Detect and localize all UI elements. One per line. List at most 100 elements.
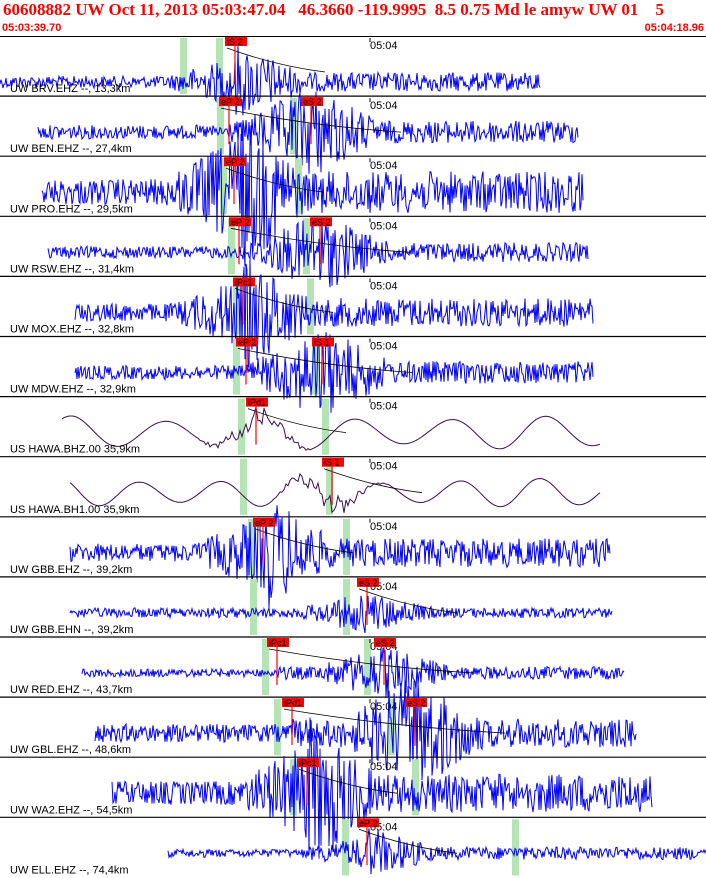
p-arrival-band: [228, 218, 235, 275]
trace-row[interactable]: 05:04 iPd1 eS 2 UW GBL.EHZ --, 48,6km: [0, 679, 706, 781]
trace-row[interactable]: 05:04 iPd1 US HAWA.BHZ.00 35,9km: [0, 397, 706, 458]
travel-time-curve: [237, 348, 413, 373]
pick-label[interactable]: eP 2: [359, 818, 377, 828]
pick-box[interactable]: [229, 217, 251, 227]
time-marker-label: 05:04: [370, 401, 398, 413]
station-label: UW GBL.EHZ --, 48,6km: [10, 744, 131, 756]
pick-label[interactable]: iPd1: [248, 398, 266, 408]
trace-row[interactable]: 05:04iPc1eS 2UW RED.EHZ --, 43,7km: [0, 638, 706, 698]
pick-label[interactable]: eP 2: [255, 518, 273, 528]
pick-box[interactable]: [246, 397, 268, 407]
time-marker-label: 05:04: [370, 220, 398, 232]
pick-label[interactable]: eS 2: [407, 698, 426, 708]
pick-box[interactable]: [236, 337, 258, 347]
pick-label[interactable]: iS 1: [314, 338, 330, 348]
trace-row[interactable]: 05:04 eP 2 eS 2 UW BEN.EHZ --, 27,4km: [0, 91, 706, 174]
p-arrival-band: [262, 639, 269, 696]
travel-time-curve: [283, 708, 506, 734]
pick-box[interactable]: [225, 37, 247, 46]
title-bar: 60608882 UW Oct 11, 2013 05:03:47.04 46.…: [0, 0, 706, 37]
pick-box[interactable]: [374, 638, 396, 647]
pick-label[interactable]: eP 2: [221, 97, 239, 107]
pick-label[interactable]: iS 2: [227, 37, 243, 47]
travel-time-curve: [254, 528, 354, 554]
pick-label[interactable]: eP 2: [231, 217, 249, 227]
end-time: 05:04:18.96: [644, 22, 704, 34]
travel-time-curve: [358, 588, 458, 614]
s-arrival-band: [412, 759, 419, 816]
pick-label[interactable]: eS 2: [376, 638, 395, 648]
trace-row[interactable]: 05:04 iS 2 UW BRV.EHZ --, 13,3km: [0, 37, 706, 116]
travel-time-curve: [225, 167, 325, 193]
s-arrival-band: [512, 819, 519, 876]
pick-box[interactable]: [357, 818, 379, 828]
station-label: US HAWA.BH1.00 35,9km: [10, 504, 139, 516]
pick-box[interactable]: [224, 157, 246, 167]
station-label: UW RED.EHZ --, 43,7km: [10, 684, 132, 696]
travel-time-curve: [358, 828, 458, 854]
p-arrival-band: [180, 38, 187, 95]
pick-label[interactable]: iPc1: [299, 758, 317, 768]
pick-box[interactable]: [267, 638, 289, 647]
station-label: UW RSW.EHZ --, 31,4km: [10, 263, 134, 275]
s-arrival-band: [322, 398, 329, 455]
waveform: [69, 472, 601, 514]
s-arrival-band: [290, 98, 297, 155]
s-arrival-band: [326, 458, 333, 515]
waveform: [74, 332, 594, 413]
station-label: UW WA2.EHZ --, 54,5km: [10, 804, 132, 816]
s-arrival-band: [216, 38, 223, 95]
pick-label[interactable]: eP 2: [226, 157, 244, 167]
station-label: UW GBB.EHN --, 39,2km: [10, 624, 133, 636]
travel-time-curve: [226, 47, 326, 73]
pick-box[interactable]: [282, 698, 304, 708]
pick-label[interactable]: iS 1: [324, 458, 340, 468]
pick-label[interactable]: eS 2: [312, 217, 331, 227]
time-marker-label: 05:04: [370, 521, 398, 533]
event-title: 60608882 UW Oct 11, 2013 05:03:47.04 46.…: [3, 0, 664, 19]
pick-box[interactable]: [233, 277, 255, 287]
waveform: [37, 91, 579, 174]
pick-label[interactable]: iPd1: [284, 698, 302, 708]
travel-time-curve: [323, 468, 423, 494]
s-arrival-band: [307, 278, 314, 335]
pick-box[interactable]: [357, 577, 379, 587]
waveform: [61, 406, 601, 451]
trace-row[interactable]: 05:04 eP 2 iS 1 UW MDW.EHZ --, 32,9km: [0, 332, 706, 413]
trace-row[interactable]: 05:04 iPc1 UW WA2.EHZ --, 54,5km: [0, 717, 706, 859]
pick-box[interactable]: [253, 517, 275, 527]
p-arrival-band: [240, 458, 247, 515]
pick-box[interactable]: [297, 758, 319, 768]
waveform: [111, 717, 653, 859]
pick-box[interactable]: [301, 97, 323, 107]
trace-row[interactable]: 05:04 iPc1 UW MOX.EHZ --, 32,8km: [0, 257, 706, 368]
trace-row[interactable]: 05:04 eP 2 UW GBB.EHZ --, 39,2km: [0, 505, 706, 609]
pick-label[interactable]: eP 2: [238, 338, 256, 348]
seismogram-panel[interactable]: 05:04 iS 2 UW BRV.EHZ --, 13,3km 05:04 eP 2 e…: [0, 36, 706, 878]
trace-row[interactable]: 05:04 iS 1 US HAWA.BH1.00 35,9km: [0, 457, 706, 518]
station-label: UW BEN.EHZ --, 27,4km: [10, 143, 132, 155]
waveform: [81, 647, 625, 698]
trace-row[interactable]: 05:04 eP 2 UW PRO.EHZ --, 29,5km: [0, 120, 706, 267]
p-arrival-band: [250, 578, 257, 635]
p-arrival-band: [220, 158, 227, 215]
station-label: UW MOX.EHZ --, 32,8km: [10, 324, 134, 336]
trace-row[interactable]: 05:04 eP 2 eS 2 UW RSW.EHZ --, 31,4km: [0, 217, 706, 288]
travel-time-curve: [234, 288, 334, 313]
waveform: [94, 679, 637, 781]
pick-box[interactable]: [322, 457, 344, 467]
pick-box[interactable]: [312, 337, 334, 347]
pick-label[interactable]: iPc1: [235, 277, 253, 287]
pick-box[interactable]: [310, 217, 332, 227]
pick-label[interactable]: eS 2: [303, 97, 322, 107]
pick-label[interactable]: eS 2: [359, 578, 378, 588]
pick-box[interactable]: [405, 698, 427, 708]
p-arrival-band: [233, 338, 240, 395]
pick-label[interactable]: iPc1: [269, 638, 287, 648]
waveform: [0, 44, 541, 116]
pick-box[interactable]: [219, 97, 241, 107]
station-label: UW MDW.EHZ --, 32,9km: [10, 384, 136, 396]
time-marker-label: 05:04: [370, 100, 398, 112]
